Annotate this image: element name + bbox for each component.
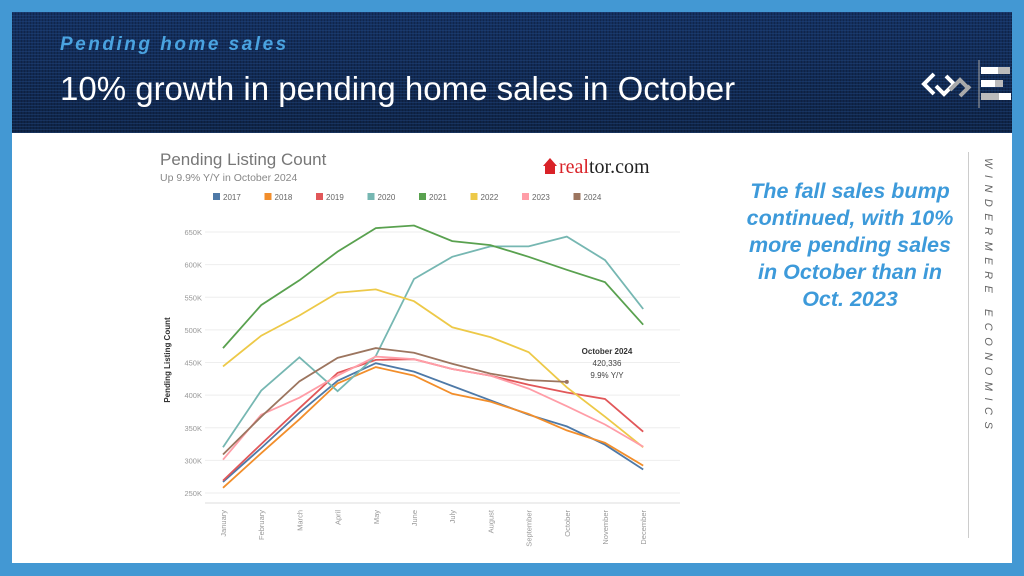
legend-label: 2024 [584, 193, 602, 202]
series-line-2022 [222, 288, 644, 449]
x-tick-label: December [639, 510, 648, 545]
x-tick-label: February [257, 510, 266, 540]
legend-label: 2023 [532, 193, 550, 202]
series-line-2020 [222, 235, 644, 448]
october-2024-annotation: October 2024 420,336 9.9% Y/Y [582, 347, 633, 380]
x-tick-label: March [295, 510, 304, 531]
y-tick-label: 400K [184, 391, 202, 400]
y-axis-label: Pending Listing Count [163, 317, 172, 403]
vertical-brand-label: WINDERMERE ECONOMICS [982, 158, 994, 436]
x-tick-label: August [486, 509, 495, 533]
y-tick-label: 650K [184, 228, 202, 237]
series-line-2024 [222, 347, 567, 456]
slide-title: 10% growth in pending home sales in Octo… [60, 70, 736, 107]
x-tick-label: April [334, 510, 343, 525]
legend-swatch [316, 193, 323, 200]
legend-label: 2020 [378, 193, 396, 202]
chart-subtitle: Up 9.9% Y/Y in October 2024 [160, 172, 298, 184]
x-tick-label: January [219, 510, 228, 537]
svg-text:9.9% Y/Y: 9.9% Y/Y [590, 371, 624, 380]
x-tick-label: July [448, 510, 457, 524]
x-tick-label: June [410, 510, 419, 526]
x-tick-label: May [372, 510, 381, 524]
y-tick-label: 450K [184, 359, 202, 368]
annotation-marker [564, 379, 569, 384]
section-kicker: Pending home sales [60, 34, 289, 55]
legend-label: 2017 [223, 193, 241, 202]
x-tick-label: October [563, 510, 572, 537]
series-line-2018 [222, 366, 644, 489]
series-line-2019 [222, 358, 644, 482]
legend-swatch [522, 193, 529, 200]
chart-legend: 2017 2018 2019 2020 2021 2022 2023 2024 [213, 193, 602, 202]
legend-swatch [367, 193, 375, 200]
y-tick-label: 300K [184, 456, 202, 465]
y-tick-label: 250K [184, 489, 202, 498]
series-line-2021 [222, 224, 644, 349]
slide-header: Pending home sales 10% growth in pending… [12, 12, 1012, 133]
series-line-2017 [222, 362, 644, 483]
house-icon [543, 158, 557, 174]
legend-label: 2021 [429, 193, 447, 202]
callout-text: The fall sales bump continued, with 10% … [746, 179, 954, 311]
legend-swatch [213, 193, 220, 200]
legend-swatch [573, 193, 581, 200]
y-tick-label: 550K [184, 293, 202, 302]
legend-swatch [470, 193, 478, 200]
svg-text:realtor.com: realtor.com [559, 156, 650, 178]
x-tick-label: September [525, 509, 534, 546]
x-tick-label: November [601, 510, 610, 545]
slide-body [12, 133, 1012, 563]
y-tick-label: 350K [184, 424, 202, 433]
legend-swatch [264, 193, 272, 200]
chart-title: Pending Listing Count [160, 150, 327, 169]
divider [968, 152, 969, 538]
windermere-logo-icon [921, 60, 1011, 108]
svg-text:October 2024: October 2024 [582, 347, 633, 356]
legend-label: 2019 [326, 193, 344, 202]
svg-text:420,336: 420,336 [593, 359, 622, 368]
y-tick-label: 600K [184, 261, 202, 270]
legend-label: 2022 [481, 193, 499, 202]
series-line-2023 [222, 355, 644, 461]
legend-swatch [419, 193, 426, 200]
legend-label: 2018 [275, 193, 293, 202]
y-tick-label: 500K [184, 326, 202, 335]
realtor-logo: realtor.com [543, 156, 650, 178]
